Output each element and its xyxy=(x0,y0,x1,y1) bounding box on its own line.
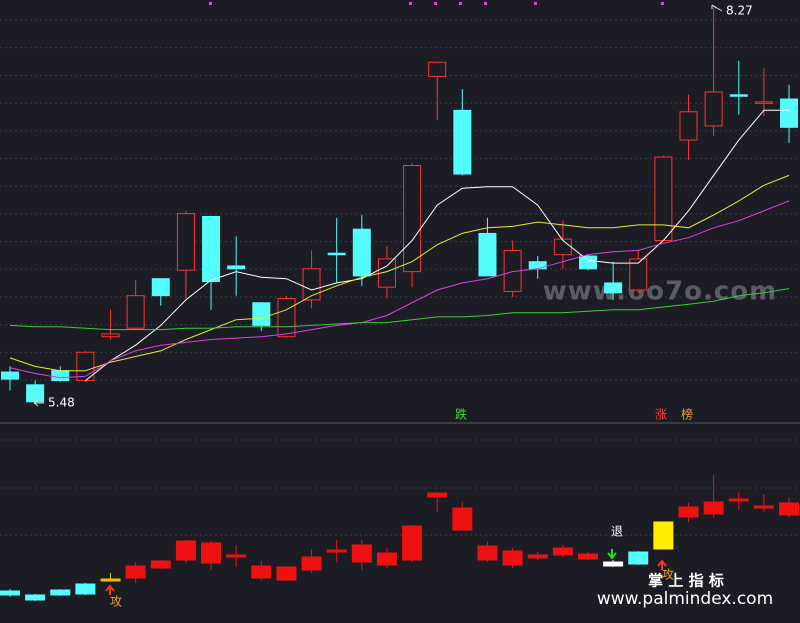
candle-body xyxy=(125,565,146,579)
signal-label: 榜 xyxy=(681,407,693,422)
ma-line xyxy=(85,109,789,381)
candle-body xyxy=(552,547,573,556)
candle-body xyxy=(780,98,799,128)
candle-body xyxy=(453,109,472,175)
candle-body xyxy=(351,544,372,563)
candle-body xyxy=(201,542,222,564)
candle-body xyxy=(100,578,121,582)
candle-body xyxy=(653,521,674,550)
candle-body xyxy=(277,298,296,338)
candle-body xyxy=(251,565,272,579)
candle-body xyxy=(126,295,145,329)
candle-body xyxy=(301,556,322,571)
candle-body xyxy=(175,540,196,561)
ma-line xyxy=(9,288,790,331)
max-label: 8.27 xyxy=(726,4,753,18)
top-markers xyxy=(209,2,664,5)
candle-body xyxy=(50,589,71,596)
candle-body xyxy=(101,333,120,338)
candle-body xyxy=(628,551,649,565)
candle-body xyxy=(704,91,723,127)
candle-body xyxy=(678,506,699,518)
candle-body xyxy=(754,101,773,104)
signal-label: 攻 xyxy=(110,595,122,609)
candle-body xyxy=(151,278,170,297)
candle-body xyxy=(779,502,800,516)
signal-label: 退 xyxy=(611,525,623,539)
candle-body xyxy=(327,252,346,256)
candle-body xyxy=(728,498,749,502)
down-arrow xyxy=(607,549,617,560)
candle-body xyxy=(26,384,45,403)
candle-body xyxy=(1,371,19,380)
candle-body xyxy=(227,265,246,270)
candle-body xyxy=(252,302,271,326)
candle-body xyxy=(51,370,70,382)
candle-body xyxy=(302,268,321,301)
candle-body xyxy=(629,258,648,291)
candle-body xyxy=(276,566,297,581)
candle-body xyxy=(729,94,748,97)
candle-body xyxy=(376,552,397,566)
candle-body xyxy=(402,525,423,561)
ma-line xyxy=(9,174,790,372)
candle-body xyxy=(226,554,247,558)
candle-body xyxy=(679,111,698,141)
plot xyxy=(0,8,800,601)
candle-body xyxy=(703,501,724,515)
arrow xyxy=(711,4,723,12)
min-label: 5.48 xyxy=(48,396,75,410)
candle-body xyxy=(352,228,371,277)
up-arrow xyxy=(105,584,115,595)
candle-body xyxy=(528,261,547,270)
candle-body xyxy=(176,213,195,271)
candle-body xyxy=(502,550,523,566)
candle-body xyxy=(75,583,96,595)
candle-body xyxy=(326,549,347,553)
candle-body xyxy=(403,165,422,273)
footer-title: 掌 上 指 标 xyxy=(648,572,724,590)
up-arrow xyxy=(657,559,667,570)
candle-body xyxy=(654,156,673,242)
candle-body xyxy=(427,492,448,498)
signal-label: 跌 xyxy=(455,407,467,422)
candle-body xyxy=(577,553,598,560)
candle-body xyxy=(452,507,473,531)
signal-label: 攻 xyxy=(662,568,674,582)
candle-body xyxy=(25,594,46,601)
watermark: www.6o7o.com xyxy=(543,277,777,307)
candle-body xyxy=(603,561,624,567)
candle-body xyxy=(202,215,221,283)
candle-body xyxy=(150,560,171,569)
candle-body xyxy=(477,545,498,561)
candle-body xyxy=(478,232,497,277)
candle-body xyxy=(527,554,548,559)
arrow xyxy=(33,399,44,407)
ma-line xyxy=(9,200,790,379)
signal-label: 涨 xyxy=(655,407,667,422)
candle-body xyxy=(578,255,597,270)
candle-body xyxy=(753,505,774,509)
candle-body xyxy=(553,238,572,256)
candle-body xyxy=(604,282,623,294)
candle-body xyxy=(0,590,20,596)
candle-body xyxy=(428,61,447,77)
footer-url: www.palmindex.com xyxy=(597,589,773,609)
